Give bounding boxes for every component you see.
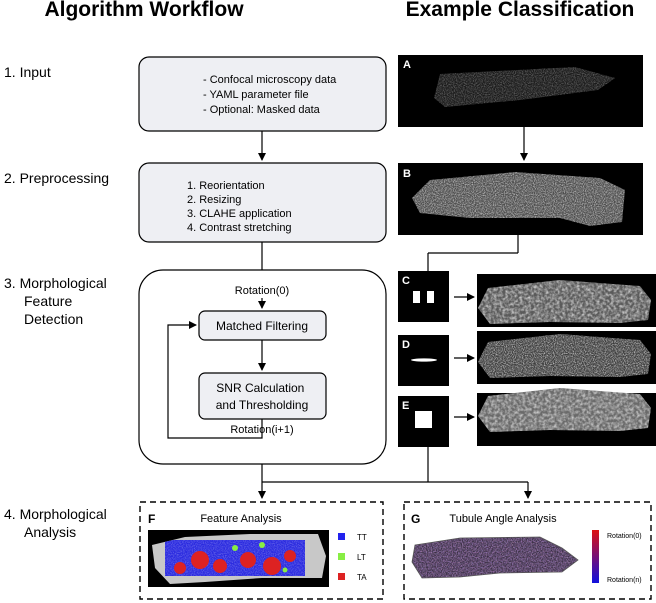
matched-filtering-label: Matched Filtering [216,319,308,333]
preprocessing-line-2: 2. Resizing [187,194,241,206]
step-3-label-line-2: Feature [24,293,72,309]
result-e-cell [478,388,651,432]
kernel-d-line [411,358,437,362]
preprocessing-line-1: 1. Reorientation [187,180,265,192]
image-b-letter: B [403,168,411,180]
input-line-2: - YAML parameter file [203,89,309,101]
legend-tt-label: TT [357,533,367,542]
panel-f-letter: F [148,512,155,526]
tubule-angle-cell [412,537,578,578]
kernel-c [398,271,449,322]
preprocessing-line-3: 3. CLAHE application [187,208,292,220]
colorbar-bottom-label: Rotation(n) [607,577,642,584]
feedback-loop-arrow [167,321,263,439]
header-left: Algorithm Workflow [44,0,244,21]
snr-box [198,372,327,420]
input-box-text: - Confocal microscopy data - YAML parame… [203,74,339,116]
step-4-label-line-1: 4. Morphological [4,506,107,522]
panel-g-letter: G [411,512,420,526]
legend-lt-label: LT [357,553,366,562]
feature-analysis-title: Feature Analysis [200,513,282,525]
snr-label-line-2: and Thresholding [216,398,309,412]
step-2-label: 2. Preprocessing [4,170,109,186]
kernel-d-letter: D [402,339,410,351]
preprocessing-box-text: 1. Reorientation 2. Resizing 3. CLAHE ap… [187,180,295,234]
result-d-cell [478,334,651,378]
result-c-cell [478,280,651,324]
legend-ta-label: TA [357,573,367,582]
kernel-e-letter: E [402,400,409,412]
input-line-3: - Optional: Masked data [203,104,321,116]
legend-tt-swatch [338,533,345,540]
step-3-label-line-1: 3. Morphological [4,275,107,291]
colorbar-top-label: Rotation(0) [607,533,642,540]
input-line-1: - Confocal microscopy data [203,74,337,86]
snr-label: SNR Calculation and Thresholding [216,381,309,412]
tubule-angle-outline [411,536,579,579]
rotation-start-label: Rotation(0) [235,285,289,297]
header-right: Example Classification [406,0,635,21]
step-1-label: 1. Input [4,64,51,80]
colorbar [592,530,599,583]
snr-label-line-1: SNR Calculation [216,381,304,395]
legend-ta-swatch [338,573,345,580]
preprocessing-line-4: 4. Contrast stretching [187,222,292,234]
kernel-c-letter: C [402,275,410,287]
tubule-angle-title: Tubule Angle Analysis [449,513,557,525]
feature-analysis-cell [152,534,326,584]
kernel-e-square [415,411,432,428]
step-3-label-line-3: Detection [24,311,83,327]
step-3-label: 3. Morphological Feature Detection [4,275,111,327]
kernel-c-right-bar [427,291,434,303]
legend-lt-swatch [338,553,345,560]
image-a-letter: A [403,59,411,71]
step-4-label: 4. Morphological Analysis [4,506,111,540]
step-4-label-line-2: Analysis [24,524,76,540]
kernel-c-left-bar [413,291,420,303]
